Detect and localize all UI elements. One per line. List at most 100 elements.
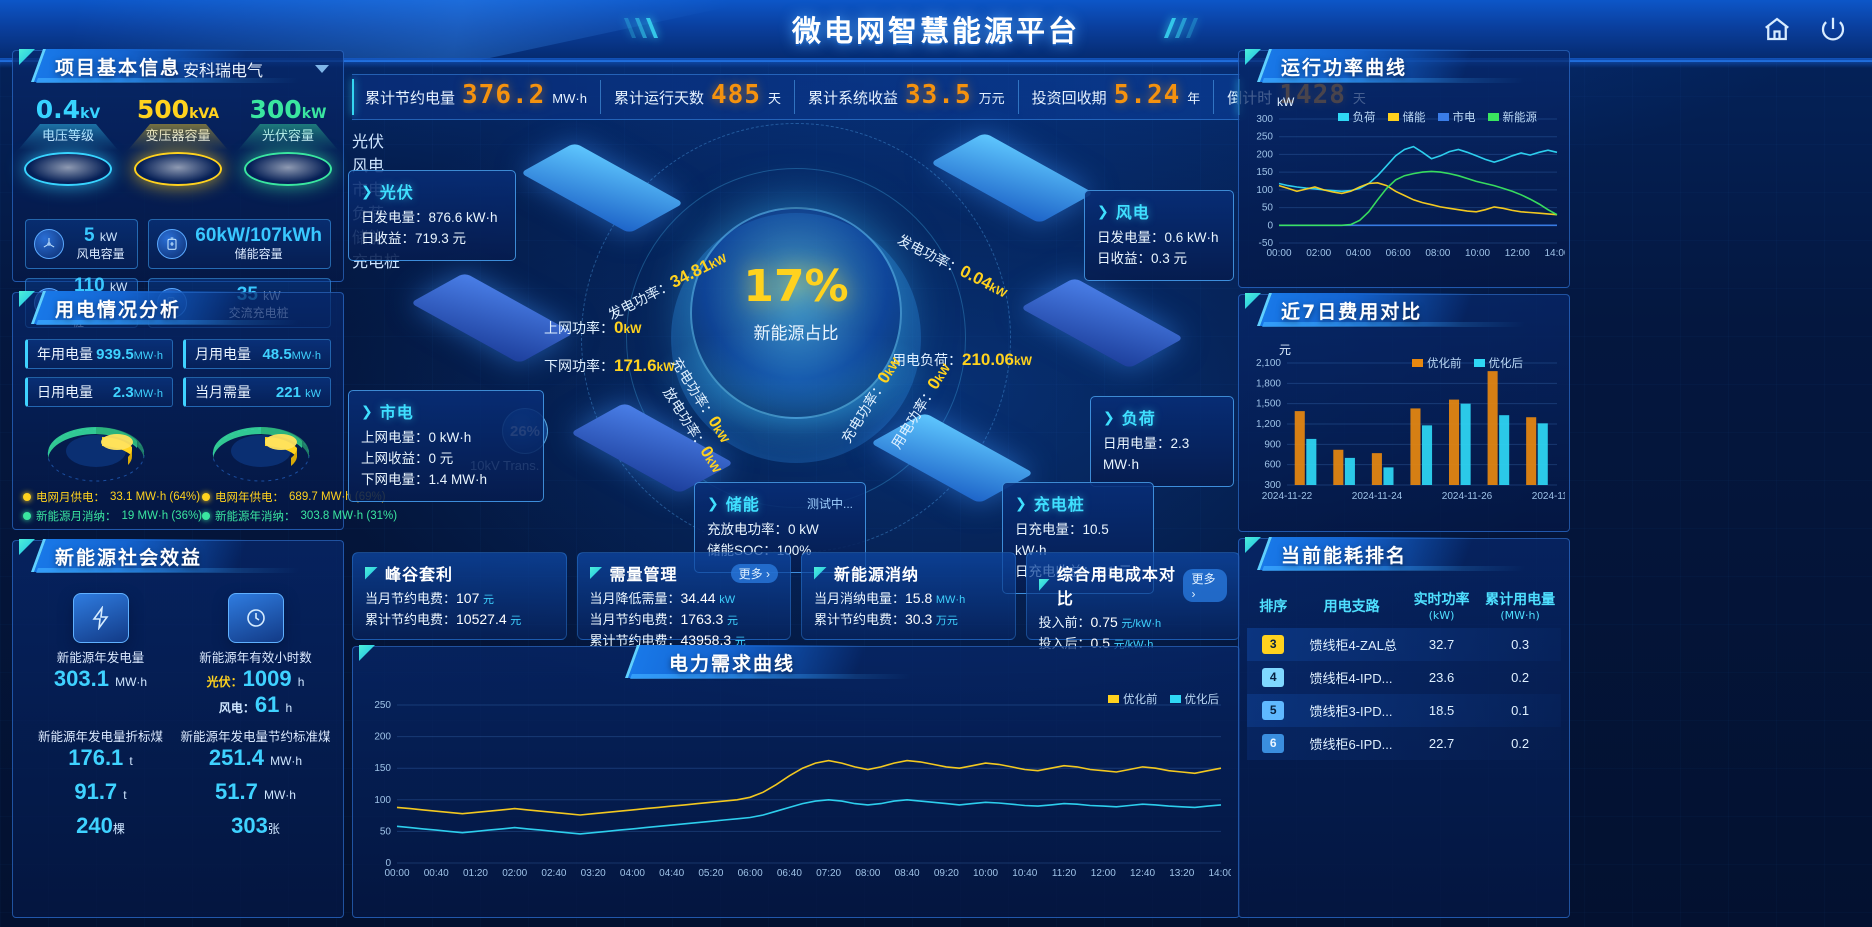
rank-badge: 3 (1262, 635, 1285, 654)
col-power: 实时功率 (kW) (1413, 592, 1470, 622)
more-button[interactable]: 更多 › (730, 563, 778, 583)
metric-card-header: 峰谷套利 (365, 561, 554, 585)
social-value-wrap: 240棵 (76, 813, 125, 838)
table-row[interactable]: 5 馈线柜3-IPD... 18.5 0.1 (1247, 694, 1561, 727)
node-status-tag: 测试中... (806, 496, 853, 511)
node-row: 日发电量：0.6 kW·h (1097, 230, 1219, 245)
chevron-right-icon: ❯ (1015, 494, 1027, 511)
node-title: 光伏 (379, 183, 414, 202)
stat-value: 376.2 (462, 80, 546, 110)
power-y-axis-unit: kW (1277, 95, 1295, 109)
social-item-certificates: 303张 (178, 809, 333, 843)
renewable-share-value: 17% (743, 260, 849, 312)
node-title: 负荷 (1121, 409, 1156, 428)
chevron-down-icon[interactable] (315, 65, 329, 73)
clock-icon (227, 593, 284, 643)
svg-text:50: 50 (380, 826, 392, 837)
metric-card-title: 综合用电成本对比 (1056, 565, 1176, 608)
metric-row: 累计节约电费：43958.3 元 (589, 632, 746, 648)
social-sub-pv: 光伏：1009 h (206, 666, 305, 691)
node-title: 市电 (379, 403, 414, 422)
table-row[interactable]: 3 馈线柜4-ZAL总 32.7 0.3 (1247, 628, 1561, 661)
panel-social-benefit: 新能源社会效益 新能源年发电量 303.1 MW·h 新能源年有效小时数 光伏：… (11, 537, 344, 918)
corner-marker-icon (590, 567, 603, 580)
ranking-table: 排序 用电支路 实时功率 (kW) 累计用电量 (MW·h) 3 馈线柜4-ZAL总… (1247, 583, 1561, 760)
svg-text:1,500: 1,500 (1256, 399, 1281, 410)
capsule-disc (24, 152, 112, 186)
chevron-right-icon: ❯ (707, 494, 719, 511)
tile-storage-capacity: 60kW/107kWh 储能容量 (148, 219, 331, 269)
table-row[interactable]: 4 馈线柜4-IPD... 23.6 0.2 (1247, 661, 1561, 694)
capsule-disc (134, 152, 222, 186)
panel-usage-analysis: 用电情况分析 年用电量 939.5MW·h 月用电量 48.5MW·h 日用电量… (12, 291, 397, 530)
legend-row: 电网月供电： 33.1 MW·h (64%) (23, 489, 202, 505)
tile-value-wrap: 110 kW (74, 275, 128, 297)
stat-unit: MW·h (552, 91, 587, 106)
corner-marker-icon (1245, 49, 1261, 65)
svg-text:0: 0 (1267, 220, 1273, 231)
social-value-wrap: 303张 (231, 813, 280, 838)
panel-demand-curve: 电力需求曲线 优化前 优化后 0 50 100 150 200 250 00:00 00:40… (352, 645, 1240, 918)
node-row: 上网收益：0 元 (361, 450, 454, 466)
svg-text:900: 900 (1264, 439, 1281, 450)
capsule-value-wrap: 500kVA (136, 95, 220, 124)
corner-marker-icon (19, 291, 35, 307)
svg-text:10:40: 10:40 (1012, 868, 1037, 879)
corner-marker-icon (814, 567, 827, 580)
legend-label: 新能源年消纳： (215, 511, 296, 523)
node-row: 日发电量：876.6 kW·h (361, 210, 498, 225)
usage-key: 日用电量 (37, 384, 93, 400)
capsule-value-wrap: 0.4kV (35, 95, 101, 124)
tile-text: 60kW/107kWh 储能容量 (195, 225, 322, 263)
more-button[interactable]: 更多 › (1183, 568, 1227, 602)
svg-text:14:00: 14:00 (1208, 868, 1231, 879)
metric-card-header: 综合用电成本对比 更多 › (1039, 561, 1227, 609)
usage-key: 当月需量 (195, 384, 251, 400)
svg-text:00:40: 00:40 (424, 868, 449, 879)
node-card-header: ❯ 光伏 (361, 179, 503, 203)
panel-title: 用电情况分析 (55, 298, 182, 321)
usage-value-wrap: 221 kW (275, 383, 321, 401)
panel-title: 项目基本信息 (55, 56, 182, 79)
company-selector[interactable]: 安科瑞电气 (183, 57, 329, 81)
power-icon[interactable] (1818, 14, 1848, 44)
social-label: 新能源年发电量节约标准煤 (180, 730, 331, 744)
table-row[interactable]: 6 馈线柜6-IPD... 22.7 0.2 (1247, 727, 1561, 760)
social-row: 91.7 t 51.7 MW·h (23, 775, 333, 809)
metric-row: 当月降低需量：34.44 kW (589, 590, 736, 606)
stat-value: 5.24 (1113, 80, 1181, 110)
panel-header: 新能源社会效益 (11, 537, 335, 575)
rank-cell: 4 (1247, 661, 1299, 694)
svg-text:04:00: 04:00 (1346, 248, 1371, 259)
tile-label: 储能容量 (234, 247, 283, 262)
svg-text:05:20: 05:20 (698, 868, 723, 879)
usage-donut-charts (13, 411, 343, 489)
table-header-row: 排序 用电支路 实时功率 (kW) 累计用电量 (MW·h) (1247, 583, 1561, 628)
col-total: 累计用电量 (MW·h) (1485, 592, 1556, 622)
svg-text:250: 250 (1256, 132, 1273, 143)
legend-item-after: 优化后 (1473, 355, 1523, 371)
capsule-pv-capacity: 300kW 光伏容量 (238, 95, 338, 186)
title-slashes-right (1163, 18, 1199, 38)
metric-card-title: 峰谷套利 (385, 565, 454, 584)
node-card-header: ❯ 负荷 (1103, 405, 1221, 429)
tile-label: 风电容量 (76, 247, 125, 262)
capsule-value-wrap: 300kW (249, 95, 327, 124)
branch-name: 馈线柜4-ZAL总 (1309, 638, 1397, 653)
header-actions (1762, 14, 1848, 44)
panel-energy-ranking: 当前能耗排名 排序 用电支路 实时功率 (kW) 累计用电量 (MW·h) 3 馈线… (1238, 537, 1570, 918)
capsule-label: 变压器容量 (145, 128, 211, 143)
chevron-right-icon: ❯ (1097, 202, 1109, 219)
capacity-capsules: 0.4kV 电压等级 500kVA 变压器容量 300kW 光伏容量 (13, 95, 343, 186)
home-icon[interactable] (1762, 14, 1792, 44)
node-card-header: ❯ 风电 (1097, 199, 1221, 223)
power-curve-svg: -50 0 50 100 150 200 250 300 00:00 02:00 04:00 06:0… (1256, 114, 1570, 259)
panel-header: 项目基本信息 (11, 47, 335, 85)
usage-cell-daily: 日用电量 2.3MW·h (25, 377, 173, 407)
social-item-coal-saved: 新能源年发电量节约标准煤 251.4 MW·h (178, 722, 333, 775)
legend-item-grid: 市电 (1437, 109, 1476, 125)
capsule-label: 电压等级 (41, 128, 94, 143)
svg-text:09:20: 09:20 (934, 868, 959, 879)
social-item-effective-hours: 新能源年有效小时数 光伏：1009 h 风电：61 h (178, 589, 333, 722)
